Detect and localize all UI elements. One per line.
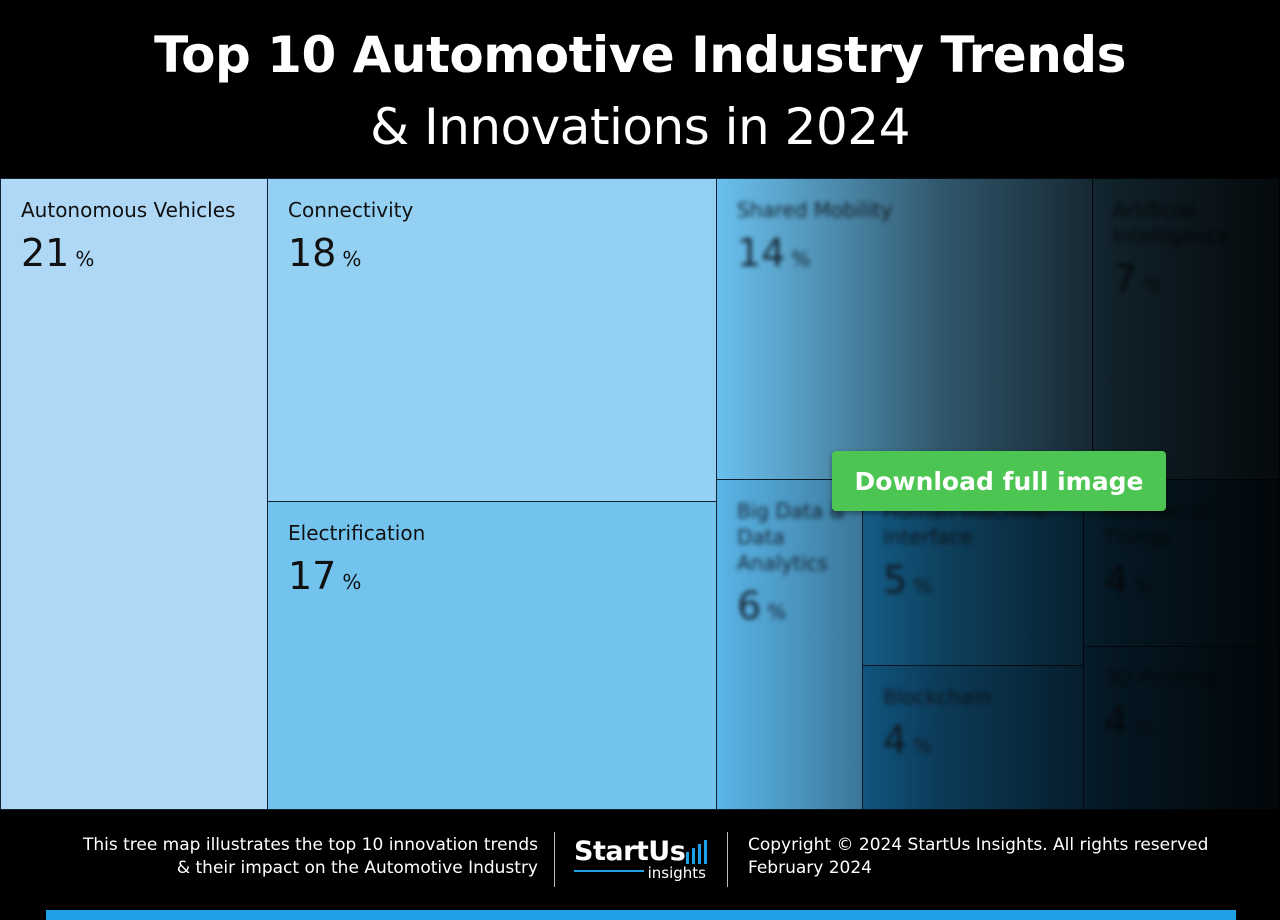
treemap-cell: Shared Mobility 14% bbox=[716, 178, 1093, 480]
treemap-cell-value: 6% bbox=[737, 584, 786, 628]
treemap-cell-value-unit: % bbox=[791, 247, 811, 271]
bottom-accent-bar bbox=[46, 910, 1236, 920]
logo-sub-text: insights bbox=[647, 864, 706, 882]
treemap-cell: Blockchain 4% bbox=[862, 665, 1084, 810]
treemap-cell-label: Artificial Intelligence bbox=[1113, 198, 1230, 248]
treemap-cell-label: 3D Printing bbox=[1104, 666, 1216, 690]
treemap-cell: Connectivity 18% bbox=[267, 178, 717, 502]
startus-insights-logo: StartUs insights bbox=[574, 836, 710, 884]
footer-divider-left bbox=[554, 832, 555, 887]
header: Top 10 Automotive Industry Trends & Inno… bbox=[0, 0, 1280, 178]
treemap-cell-value: 4% bbox=[883, 718, 932, 762]
footer-description-line-1: This tree map illustrates the top 10 inn… bbox=[82, 835, 538, 855]
treemap-cell-value-number: 4 bbox=[1104, 699, 1129, 743]
treemap-cell-label: Electrification bbox=[288, 521, 426, 545]
treemap-cell: Artificial Intelligence 7% bbox=[1092, 178, 1280, 480]
treemap-cell-value: 17% bbox=[288, 554, 361, 598]
treemap-cell-label: Connectivity bbox=[288, 198, 414, 222]
treemap-cell-value-number: 4 bbox=[883, 718, 908, 762]
title-line-2: & Innovations in 2024 bbox=[370, 98, 910, 156]
treemap-cell-label: Autonomous Vehicles bbox=[21, 198, 236, 222]
treemap-cell-value: 14% bbox=[737, 231, 810, 275]
treemap-cell-value-number: 17 bbox=[288, 554, 337, 598]
treemap-cell-label: Shared Mobility bbox=[737, 198, 893, 222]
download-full-image-button[interactable]: Download full image bbox=[832, 451, 1166, 511]
treemap-cell-value-unit: % bbox=[342, 247, 362, 271]
treemap-cell-value-unit: % bbox=[1134, 715, 1154, 739]
treemap-cell: Electrification 17% bbox=[267, 501, 717, 810]
treemap-cell-value-number: 4 bbox=[1104, 558, 1129, 602]
treemap-cell-value: 5% bbox=[883, 558, 932, 602]
footer-divider-right bbox=[727, 832, 728, 887]
treemap-cell-value-unit: % bbox=[913, 734, 933, 758]
treemap-cell-value-unit: % bbox=[1134, 574, 1154, 598]
treemap-cell-value-unit: % bbox=[342, 570, 362, 594]
treemap-cell-value: 4% bbox=[1104, 558, 1153, 602]
copyright-text: Copyright © 2024 StartUs Insights. All r… bbox=[748, 835, 1209, 855]
publish-date: February 2024 bbox=[748, 858, 872, 878]
treemap-cell-value-number: 18 bbox=[288, 231, 337, 275]
treemap-cell: Big Data & Data Analytics 6% bbox=[716, 479, 863, 810]
treemap-cell-value-unit: % bbox=[767, 600, 787, 624]
footer-description: This tree map illustrates the top 10 inn… bbox=[40, 834, 538, 880]
treemap-cell-value-unit: % bbox=[1143, 273, 1163, 297]
footer-description-line-2: & their impact on the Automotive Industr… bbox=[176, 858, 538, 878]
footer-copyright-block: Copyright © 2024 StartUs Insights. All r… bbox=[748, 834, 1208, 880]
logo-underline bbox=[574, 870, 644, 872]
logo-main-text: StartUs bbox=[574, 836, 686, 867]
title-line-1: Top 10 Automotive Industry Trends bbox=[154, 26, 1126, 84]
treemap-cell-label: Blockchain bbox=[883, 685, 992, 709]
treemap-cell-value: 4% bbox=[1104, 699, 1153, 743]
treemap-cell-value-unit: % bbox=[913, 574, 933, 598]
footer: This tree map illustrates the top 10 inn… bbox=[0, 810, 1280, 920]
treemap-cell-value: 7% bbox=[1113, 257, 1162, 301]
treemap-cell: Autonomous Vehicles 21% bbox=[0, 178, 268, 810]
treemap-cell-value-number: 7 bbox=[1113, 257, 1138, 301]
bar-chart-icon bbox=[686, 840, 707, 864]
treemap-cell-value-number: 6 bbox=[737, 584, 762, 628]
treemap-cell: 3D Printing 4% bbox=[1083, 646, 1280, 810]
treemap-cell-value: 18% bbox=[288, 231, 361, 275]
treemap-cell-value-unit: % bbox=[75, 247, 95, 271]
treemap-cell-value-number: 14 bbox=[737, 231, 786, 275]
treemap-cell-value-number: 21 bbox=[21, 231, 70, 275]
treemap-cell-value-number: 5 bbox=[883, 558, 908, 602]
treemap-cell-value: 21% bbox=[21, 231, 94, 275]
